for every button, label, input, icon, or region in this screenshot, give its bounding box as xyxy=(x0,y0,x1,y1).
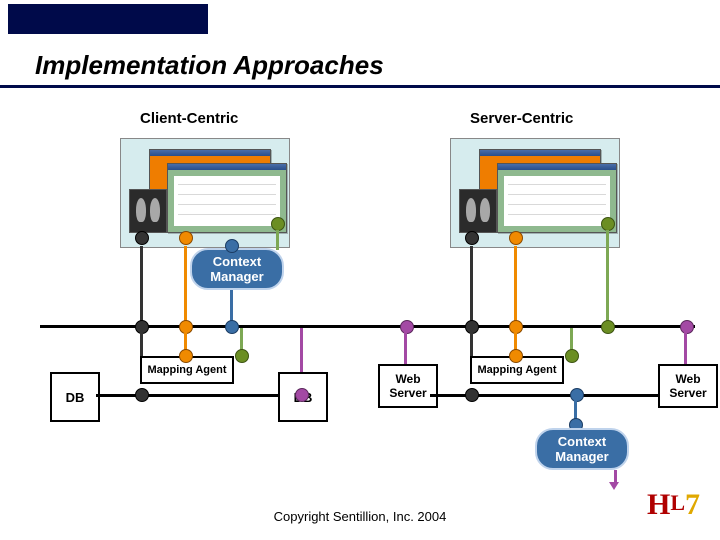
logo-7: 7 xyxy=(685,488,700,521)
link-line xyxy=(140,246,143,325)
connector-dot xyxy=(135,231,149,245)
web-server-node: Web Server xyxy=(378,364,438,408)
subtitle-server-centric: Server-Centric xyxy=(470,110,573,127)
link-line xyxy=(514,246,517,325)
connector-dot xyxy=(465,231,479,245)
context-manager-pill: Context Manager xyxy=(190,248,284,290)
title-underline xyxy=(0,85,720,88)
web-server-node: Web Server xyxy=(658,364,718,408)
connector-dot xyxy=(179,349,193,363)
connector-dot xyxy=(295,388,309,402)
bus-dot xyxy=(601,320,615,334)
connector-dot xyxy=(509,349,523,363)
link-line xyxy=(276,230,279,250)
hl7-logo: HL7 xyxy=(647,488,700,522)
server-panel xyxy=(450,138,620,248)
logo-l: L xyxy=(670,490,685,515)
connector-dot xyxy=(565,349,579,363)
link-line xyxy=(184,246,187,325)
context-manager-pill: Context Manager xyxy=(535,428,629,470)
link-line xyxy=(404,328,407,368)
link-line xyxy=(470,246,473,325)
connector-dot xyxy=(509,231,523,245)
app-window-green xyxy=(497,163,617,233)
connector-dot xyxy=(135,388,149,402)
connector-dot xyxy=(179,231,193,245)
xray-thumbnail xyxy=(129,189,167,233)
bus-dot xyxy=(400,320,414,334)
copyright-text: Copyright Sentillion, Inc. 2004 xyxy=(0,509,720,524)
link-line xyxy=(606,230,609,325)
bus-dot xyxy=(680,320,694,334)
subtitle-client-centric: Client-Centric xyxy=(140,110,238,127)
connector-dot xyxy=(465,388,479,402)
connector-dot xyxy=(235,349,249,363)
app-window-green xyxy=(167,163,287,233)
client-panel xyxy=(120,138,290,248)
header-block xyxy=(8,4,208,34)
link-line xyxy=(684,328,687,368)
connector-dot xyxy=(225,239,239,253)
arrow-down-icon xyxy=(609,482,619,490)
db-node: DB xyxy=(50,372,100,422)
connector-dot xyxy=(570,388,584,402)
logo-h: H xyxy=(647,488,670,521)
slide-title: Implementation Approaches xyxy=(35,50,384,81)
connector-dot xyxy=(271,217,285,231)
xray-thumbnail xyxy=(459,189,497,233)
sub-bus-end xyxy=(96,394,99,395)
bus-dot xyxy=(225,320,239,334)
connector-dot xyxy=(601,217,615,231)
